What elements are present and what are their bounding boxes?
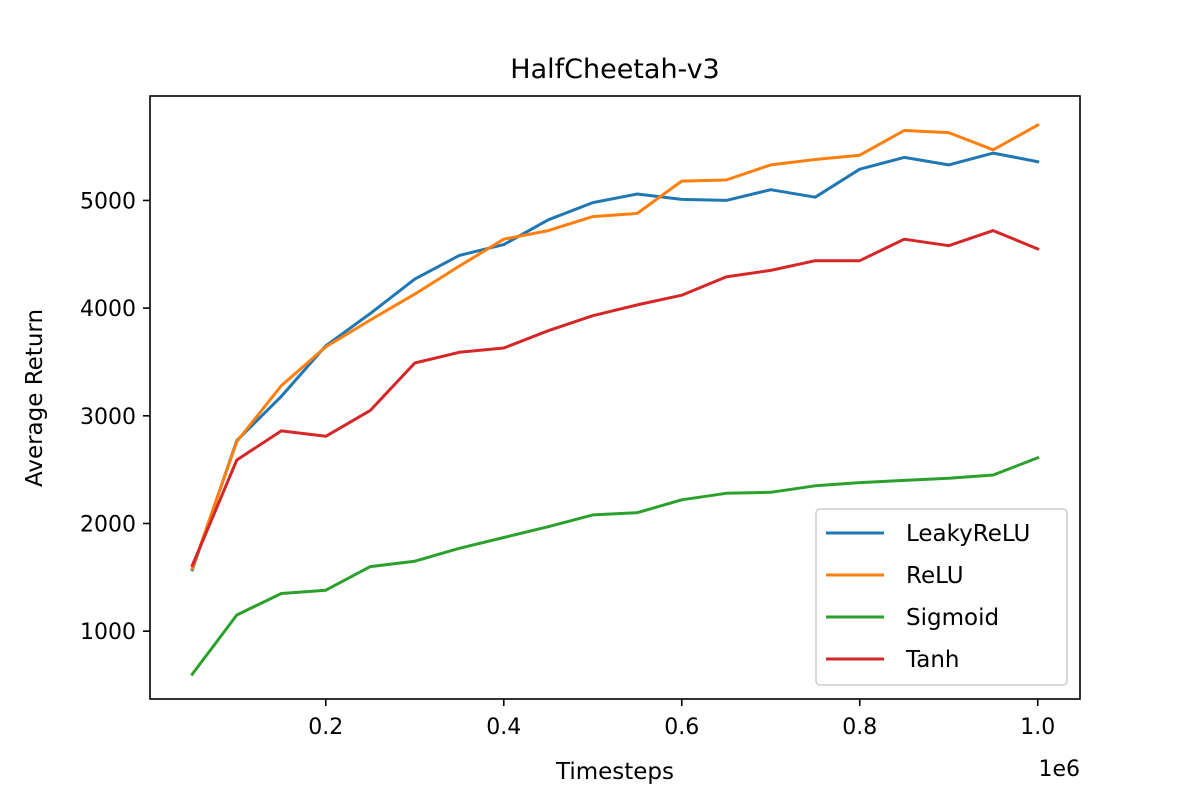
x-tick-label: 0.2: [308, 715, 343, 740]
x-axis-label: Timesteps: [555, 759, 674, 785]
legend-box: [815, 508, 1068, 686]
legend-item-leakyrelu: LeakyReLU: [826, 521, 1030, 547]
y-tick-label: 5000: [80, 189, 136, 214]
legend-item-tanh: Tanh: [826, 647, 960, 673]
y-axis-ticks: 1000 2000 3000 4000 5000: [80, 189, 150, 645]
legend-label: Sigmoid: [906, 605, 999, 631]
x-tick-label: 0.4: [486, 715, 521, 740]
chart-title: HalfCheetah-v3: [510, 54, 719, 85]
legend-label: LeakyReLU: [906, 521, 1030, 547]
x-tick-label: 1.0: [1020, 715, 1055, 740]
series-line-sigmoid: [190, 455, 1040, 677]
series-line-tanh: [190, 229, 1040, 568]
x-tick-label: 0.8: [842, 715, 877, 740]
x-tick-label: 0.6: [664, 715, 699, 740]
legend-label: ReLU: [906, 563, 964, 589]
y-tick-label: 4000: [80, 297, 136, 322]
series-line-relu: [190, 123, 1040, 571]
y-tick-label: 2000: [80, 512, 136, 537]
plot-lines: [190, 123, 1040, 677]
x-axis-offset-label: 1e6: [1038, 757, 1080, 782]
y-tick-label: 3000: [80, 405, 136, 430]
legend-item-relu: ReLU: [826, 563, 964, 589]
y-tick-label: 1000: [80, 620, 136, 645]
legend: LeakyReLU ReLU Sigmoid Tanh: [815, 508, 1068, 686]
series-line-leakyrelu: [190, 151, 1040, 572]
legend-label: Tanh: [905, 647, 960, 673]
x-axis-ticks: 0.2 0.4 0.6 0.8 1.0: [308, 699, 1055, 740]
y-axis-label: Average Return: [22, 309, 48, 487]
plot-frame: [149, 95, 1081, 700]
legend-item-sigmoid: Sigmoid: [826, 605, 999, 631]
